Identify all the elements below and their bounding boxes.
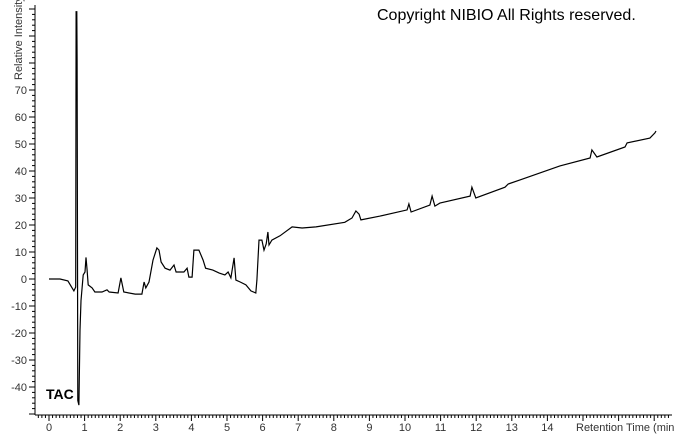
x-tick-label: 13 [506, 422, 518, 434]
x-tick-label: 0 [46, 422, 52, 434]
y-tick-label: -30 [11, 355, 27, 367]
y-tick-label: 30 [15, 193, 27, 205]
x-tick-label: 2 [117, 422, 123, 434]
y-tick-label: 40 [15, 166, 27, 178]
y-tick-label: 70 [15, 85, 27, 97]
y-tick-label: -10 [11, 301, 27, 313]
y-tick-label: 20 [15, 220, 27, 232]
x-tick-label: 11 [435, 422, 446, 434]
tac-trace-line [49, 11, 657, 406]
series-label-tac: TAC [46, 386, 74, 402]
x-tick-label: 5 [224, 422, 230, 434]
y-tick-label: -40 [11, 382, 27, 394]
copyright-notice: Copyright NIBIO All Rights reserved. [377, 7, 636, 24]
x-tick-label: 9 [366, 422, 372, 434]
y-tick-label: 50 [15, 139, 27, 151]
y-tick-label: 60 [15, 112, 27, 124]
y-tick-label: 10 [15, 247, 27, 259]
x-tick-label: 6 [260, 422, 266, 434]
y-tick-label: -20 [11, 328, 27, 340]
y-tick-label: 0 [21, 274, 27, 286]
x-tick-label: 14 [541, 422, 553, 434]
x-tick-label: 4 [188, 422, 194, 434]
x-axis-title: Retention Time (min) [576, 422, 674, 434]
x-tick-label: 7 [295, 422, 301, 434]
x-tick-label: 8 [331, 422, 337, 434]
y-axis-title: Relative Intensity [13, 0, 25, 80]
axes [34, 5, 672, 416]
x-tick-label: 10 [399, 422, 411, 434]
x-tick-label: 1 [82, 422, 88, 434]
x-tick-label: 12 [470, 422, 482, 434]
x-tick-label: 3 [153, 422, 159, 434]
